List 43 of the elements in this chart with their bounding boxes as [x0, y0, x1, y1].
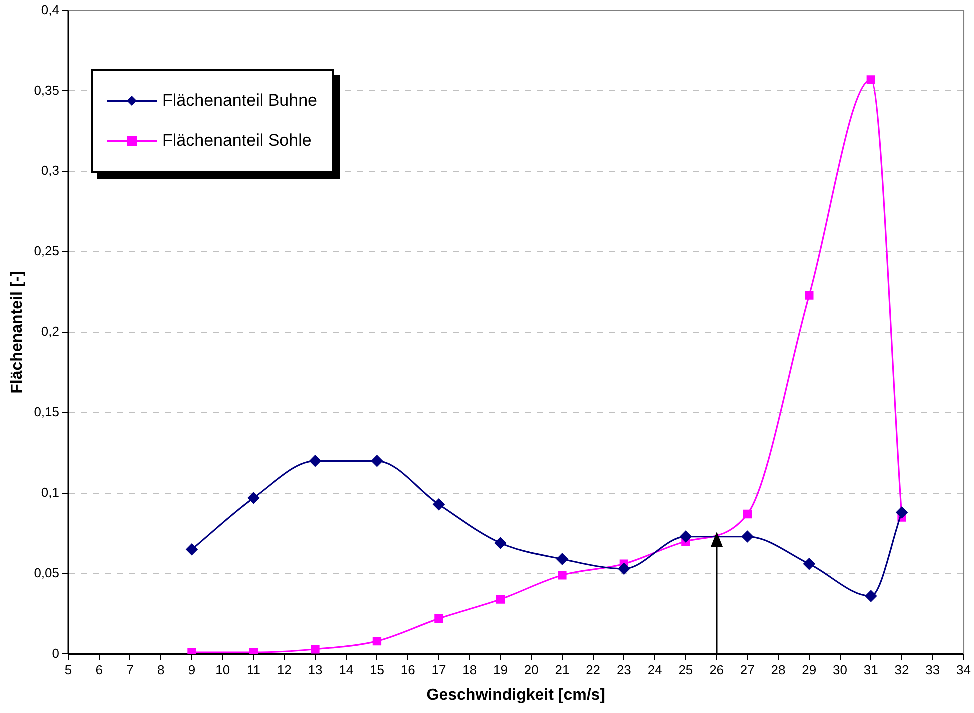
x-tick-label: 23 [616, 662, 632, 678]
x-tick-label: 22 [586, 662, 601, 678]
x-tick-label: 34 [956, 662, 972, 678]
x-tick-label: 32 [894, 662, 910, 678]
y-tick-label: 0 [52, 646, 60, 661]
x-tick-label: 26 [710, 662, 724, 678]
x-tick-label: 14 [339, 662, 354, 678]
x-tick-label: 27 [740, 662, 755, 678]
x-tick-label: 11 [246, 662, 260, 678]
x-tick-label: 16 [400, 662, 416, 678]
y-tick-label: 0,35 [34, 82, 60, 98]
x-tick-label: 18 [462, 662, 478, 678]
x-tick-label: 5 [64, 662, 72, 678]
y-tick-label: 0,25 [34, 244, 60, 259]
x-tick-label: 6 [96, 662, 103, 678]
y-axis-title: Flächenanteil [-] [9, 271, 26, 394]
x-tick-label: 12 [277, 662, 292, 678]
x-tick-label: 24 [648, 662, 662, 678]
x-tick-label: 10 [216, 662, 230, 678]
x-tick-label: 28 [771, 662, 786, 678]
x-tick-label: 8 [158, 662, 165, 678]
x-tick-label: 30 [833, 662, 848, 678]
legend-label: Flächenanteil Buhne [162, 90, 318, 112]
x-tick-label: 21 [555, 662, 570, 678]
legend-label: Flächenanteil Sohle [162, 130, 312, 152]
x-tick-label: 9 [188, 662, 196, 678]
y-tick-label: 0,1 [41, 484, 60, 500]
x-tick-label: 20 [524, 662, 539, 678]
x-tick-label: 25 [678, 662, 694, 678]
x-tick-label: 17 [432, 662, 446, 678]
x-tick-label: 29 [802, 662, 817, 678]
y-tick-label: 0,15 [34, 404, 60, 420]
x-tick-label: 19 [493, 662, 508, 678]
y-tick-label: 0,4 [41, 2, 60, 18]
y-tick-label: 0,2 [41, 324, 60, 340]
y-tick-label: 0,3 [41, 163, 60, 178]
x-tick-label: 7 [126, 662, 134, 678]
x-tick-label: 33 [926, 662, 940, 678]
x-tick-label: 13 [308, 662, 323, 678]
y-tick-label: 0,05 [34, 565, 60, 580]
x-tick-label: 31 [864, 662, 878, 678]
x-tick-label: 15 [370, 662, 384, 678]
x-axis-title: Geschwindigkeit [cm/s] [426, 686, 606, 704]
